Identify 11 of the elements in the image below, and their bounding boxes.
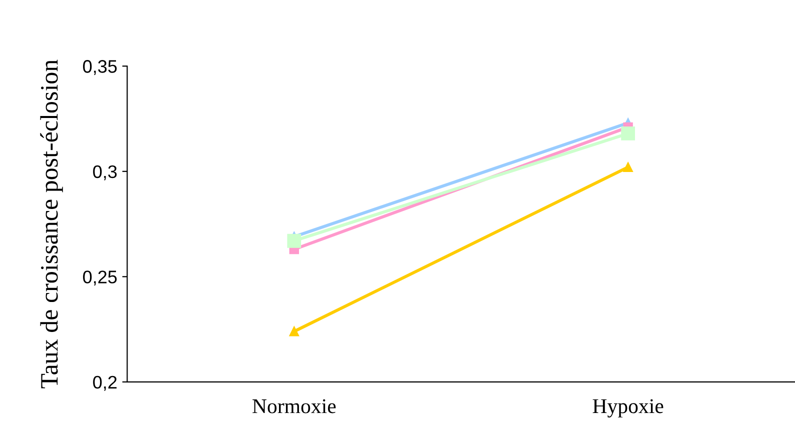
point: [621, 126, 635, 140]
y-tick-label: 0,3: [93, 165, 117, 180]
point: [287, 234, 302, 248]
x-tick-label: Hypoxie: [592, 399, 664, 418]
point: [623, 162, 633, 172]
y-tick-label: 0,25: [83, 270, 117, 286]
y-tick-label: 0,35: [83, 60, 117, 75]
x-tick-label: Normoxie: [252, 399, 336, 414]
y-tick-label: 0,2: [93, 376, 117, 391]
point: [289, 326, 300, 336]
y-axis-title: Taux de croissance post-éclosion: [40, 60, 63, 388]
